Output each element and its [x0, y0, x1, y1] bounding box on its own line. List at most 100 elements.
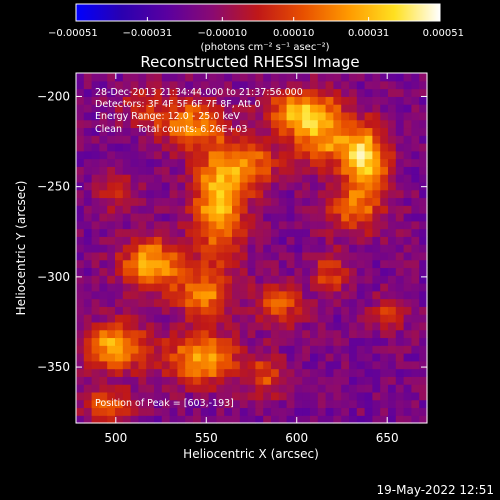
- heatmap-cell: [208, 259, 217, 269]
- heatmap-cell: [208, 111, 217, 121]
- heatmap-cell: [224, 391, 233, 401]
- heatmap-cell: [310, 275, 319, 284]
- heatmap-cell: [115, 88, 124, 97]
- heatmap-cell: [255, 407, 264, 416]
- heatmap-cell: [115, 213, 124, 222]
- heatmap-cell: [349, 88, 358, 97]
- heatmap-cell: [341, 345, 350, 354]
- heatmap-cell: [154, 407, 163, 416]
- heatmap-cell: [76, 244, 85, 253]
- heatmap-cell: [239, 267, 249, 276]
- heatmap-cell: [349, 220, 358, 230]
- heatmap-cell: [310, 197, 319, 206]
- heatmap-cell: [255, 290, 264, 300]
- heatmap-cell: [364, 111, 373, 121]
- heatmap-cell: [154, 267, 163, 276]
- heatmap-cell: [341, 220, 350, 230]
- heatmap-cell: [177, 283, 186, 292]
- heatmap-cell: [317, 119, 327, 129]
- heatmap-cell: [232, 267, 241, 276]
- heatmap-cell: [208, 127, 217, 136]
- heatmap-cell: [286, 119, 295, 129]
- heatmap-cell: [239, 104, 249, 113]
- heatmap-cell: [294, 158, 303, 167]
- heatmap-cell: [161, 119, 171, 129]
- heatmap-cell: [419, 360, 428, 370]
- heatmap-cell: [161, 283, 171, 292]
- heatmap-cell: [364, 228, 373, 237]
- heatmap-cell: [395, 189, 405, 199]
- heatmap-cell: [341, 353, 350, 362]
- heatmap-cell: [286, 314, 295, 323]
- heatmap-cell: [122, 205, 132, 214]
- heatmap-cell: [91, 353, 100, 362]
- heatmap-cell: [403, 158, 412, 167]
- heatmap-cell: [177, 96, 186, 105]
- heatmap-cell: [107, 150, 116, 160]
- heatmap-cell: [130, 73, 139, 82]
- annotation-detectors: Detectors: 3F 4F 5F 6F 7F 8F, Att 0: [95, 99, 261, 110]
- heatmap-cell: [185, 251, 194, 261]
- heatmap-cell: [419, 368, 428, 377]
- heatmap-cell: [403, 220, 412, 230]
- heatmap-cell: [130, 321, 139, 331]
- heatmap-cell: [341, 298, 350, 307]
- heatmap-cell: [349, 368, 358, 377]
- heatmap-cell: [395, 384, 405, 393]
- heatmap-cell: [130, 337, 139, 346]
- heatmap-cell: [286, 275, 295, 284]
- heatmap-cell: [333, 345, 342, 354]
- heatmap-cell: [138, 205, 147, 214]
- heatmap-cell: [138, 321, 147, 331]
- heatmap-cell: [302, 150, 311, 160]
- heatmap-cell: [99, 96, 108, 105]
- heatmap-cell: [154, 96, 163, 105]
- x-tick-label: 500: [104, 431, 127, 445]
- y-tick-label: −300: [37, 270, 70, 284]
- heatmap-cell: [146, 376, 155, 385]
- heatmap-cell: [325, 135, 334, 144]
- heatmap-cell: [169, 135, 178, 144]
- heatmap-cell: [224, 399, 233, 409]
- heatmap-cell: [247, 368, 256, 377]
- heatmap-cell: [154, 275, 163, 284]
- heatmap-cell: [325, 158, 334, 167]
- heatmap-cell: [380, 244, 389, 253]
- heatmap-cell: [130, 399, 139, 409]
- heatmap-cell: [411, 96, 420, 105]
- heatmap-cell: [208, 314, 217, 323]
- heatmap-cell: [200, 73, 210, 82]
- heatmap-cell: [146, 228, 155, 237]
- heatmap-cell: [325, 415, 334, 424]
- heatmap-cell: [169, 88, 178, 97]
- heatmap-cell: [419, 345, 428, 354]
- heatmap-cell: [154, 174, 163, 183]
- heatmap-cell: [294, 181, 303, 191]
- heatmap-cell: [146, 111, 155, 121]
- heatmap-cell: [333, 376, 342, 385]
- heatmap-cell: [83, 104, 93, 113]
- heatmap-cell: [216, 244, 225, 253]
- heatmap-cell: [122, 399, 132, 409]
- heatmap-cell: [403, 298, 412, 307]
- heatmap-cell: [169, 220, 178, 230]
- heatmap-cell: [403, 376, 412, 385]
- heatmap-cell: [403, 283, 412, 292]
- heatmap-cell: [216, 376, 225, 385]
- heatmap-cell: [325, 166, 334, 175]
- heatmap-cell: [286, 290, 295, 300]
- heatmap-cell: [224, 104, 233, 113]
- heatmap-cell: [76, 119, 85, 129]
- heatmap-cell: [154, 181, 163, 191]
- heatmap-cell: [388, 205, 397, 214]
- heatmap-cell: [294, 135, 303, 144]
- heatmap-cell: [107, 228, 116, 237]
- heatmap-cell: [239, 181, 249, 191]
- heatmap-cell: [325, 384, 334, 393]
- heatmap-cell: [216, 158, 225, 167]
- heatmap-cell: [91, 267, 100, 276]
- heatmap-cell: [419, 236, 428, 245]
- heatmap-cell: [161, 290, 171, 300]
- heatmap-cell: [317, 290, 327, 300]
- heatmap-cell: [130, 329, 139, 339]
